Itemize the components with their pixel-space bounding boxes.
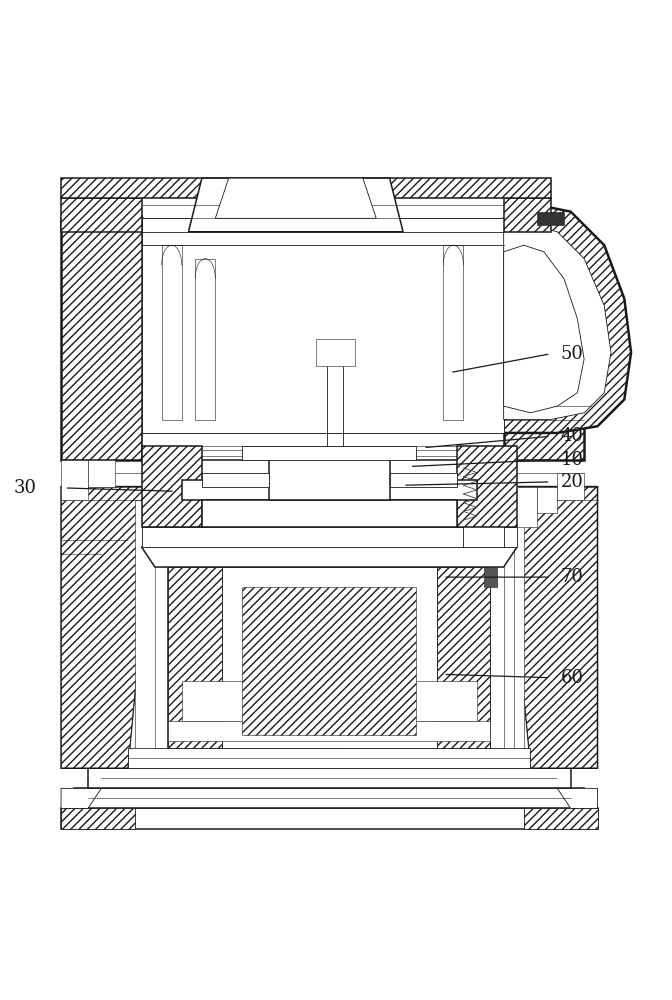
Polygon shape <box>61 178 550 198</box>
Polygon shape <box>503 225 611 420</box>
Polygon shape <box>75 788 584 808</box>
Polygon shape <box>61 218 142 460</box>
Polygon shape <box>537 487 557 513</box>
Polygon shape <box>142 218 503 433</box>
Polygon shape <box>135 500 155 748</box>
Polygon shape <box>242 446 417 460</box>
Polygon shape <box>202 500 457 527</box>
Polygon shape <box>444 245 464 420</box>
Text: 50: 50 <box>560 345 583 363</box>
Text: 60: 60 <box>560 669 584 687</box>
Polygon shape <box>61 808 597 829</box>
Polygon shape <box>61 487 155 768</box>
Polygon shape <box>242 587 417 735</box>
Text: 30: 30 <box>14 479 37 497</box>
Polygon shape <box>202 473 269 487</box>
Polygon shape <box>517 487 537 527</box>
Polygon shape <box>269 453 390 500</box>
Polygon shape <box>61 460 88 500</box>
Polygon shape <box>88 460 115 487</box>
Polygon shape <box>142 446 202 527</box>
Polygon shape <box>503 366 584 460</box>
Text: 20: 20 <box>560 473 583 491</box>
Polygon shape <box>61 808 135 829</box>
Polygon shape <box>503 198 550 232</box>
Polygon shape <box>390 473 457 487</box>
Polygon shape <box>88 768 571 788</box>
Polygon shape <box>523 808 597 829</box>
Polygon shape <box>169 567 491 748</box>
Polygon shape <box>61 788 101 808</box>
Polygon shape <box>503 205 631 433</box>
Polygon shape <box>557 788 597 808</box>
Polygon shape <box>61 198 142 232</box>
Polygon shape <box>128 487 181 768</box>
Polygon shape <box>188 178 403 232</box>
Polygon shape <box>215 178 376 218</box>
Polygon shape <box>464 500 503 547</box>
Polygon shape <box>503 487 597 768</box>
Polygon shape <box>162 245 181 420</box>
Polygon shape <box>557 473 584 500</box>
Text: 70: 70 <box>560 568 583 586</box>
Text: 40: 40 <box>560 427 583 445</box>
Polygon shape <box>169 721 491 741</box>
Polygon shape <box>181 480 477 500</box>
Polygon shape <box>142 433 503 460</box>
Polygon shape <box>484 567 497 587</box>
Polygon shape <box>181 681 477 721</box>
Text: 10: 10 <box>560 451 584 469</box>
Polygon shape <box>477 487 530 768</box>
Polygon shape <box>316 339 355 366</box>
Polygon shape <box>128 748 530 768</box>
Polygon shape <box>142 527 517 547</box>
Polygon shape <box>195 259 215 420</box>
Polygon shape <box>537 212 564 225</box>
Polygon shape <box>437 567 491 748</box>
Polygon shape <box>169 567 222 748</box>
Polygon shape <box>222 567 437 748</box>
Polygon shape <box>142 547 517 567</box>
Polygon shape <box>503 245 584 413</box>
Polygon shape <box>503 500 523 748</box>
Polygon shape <box>503 218 550 366</box>
Polygon shape <box>457 446 517 527</box>
